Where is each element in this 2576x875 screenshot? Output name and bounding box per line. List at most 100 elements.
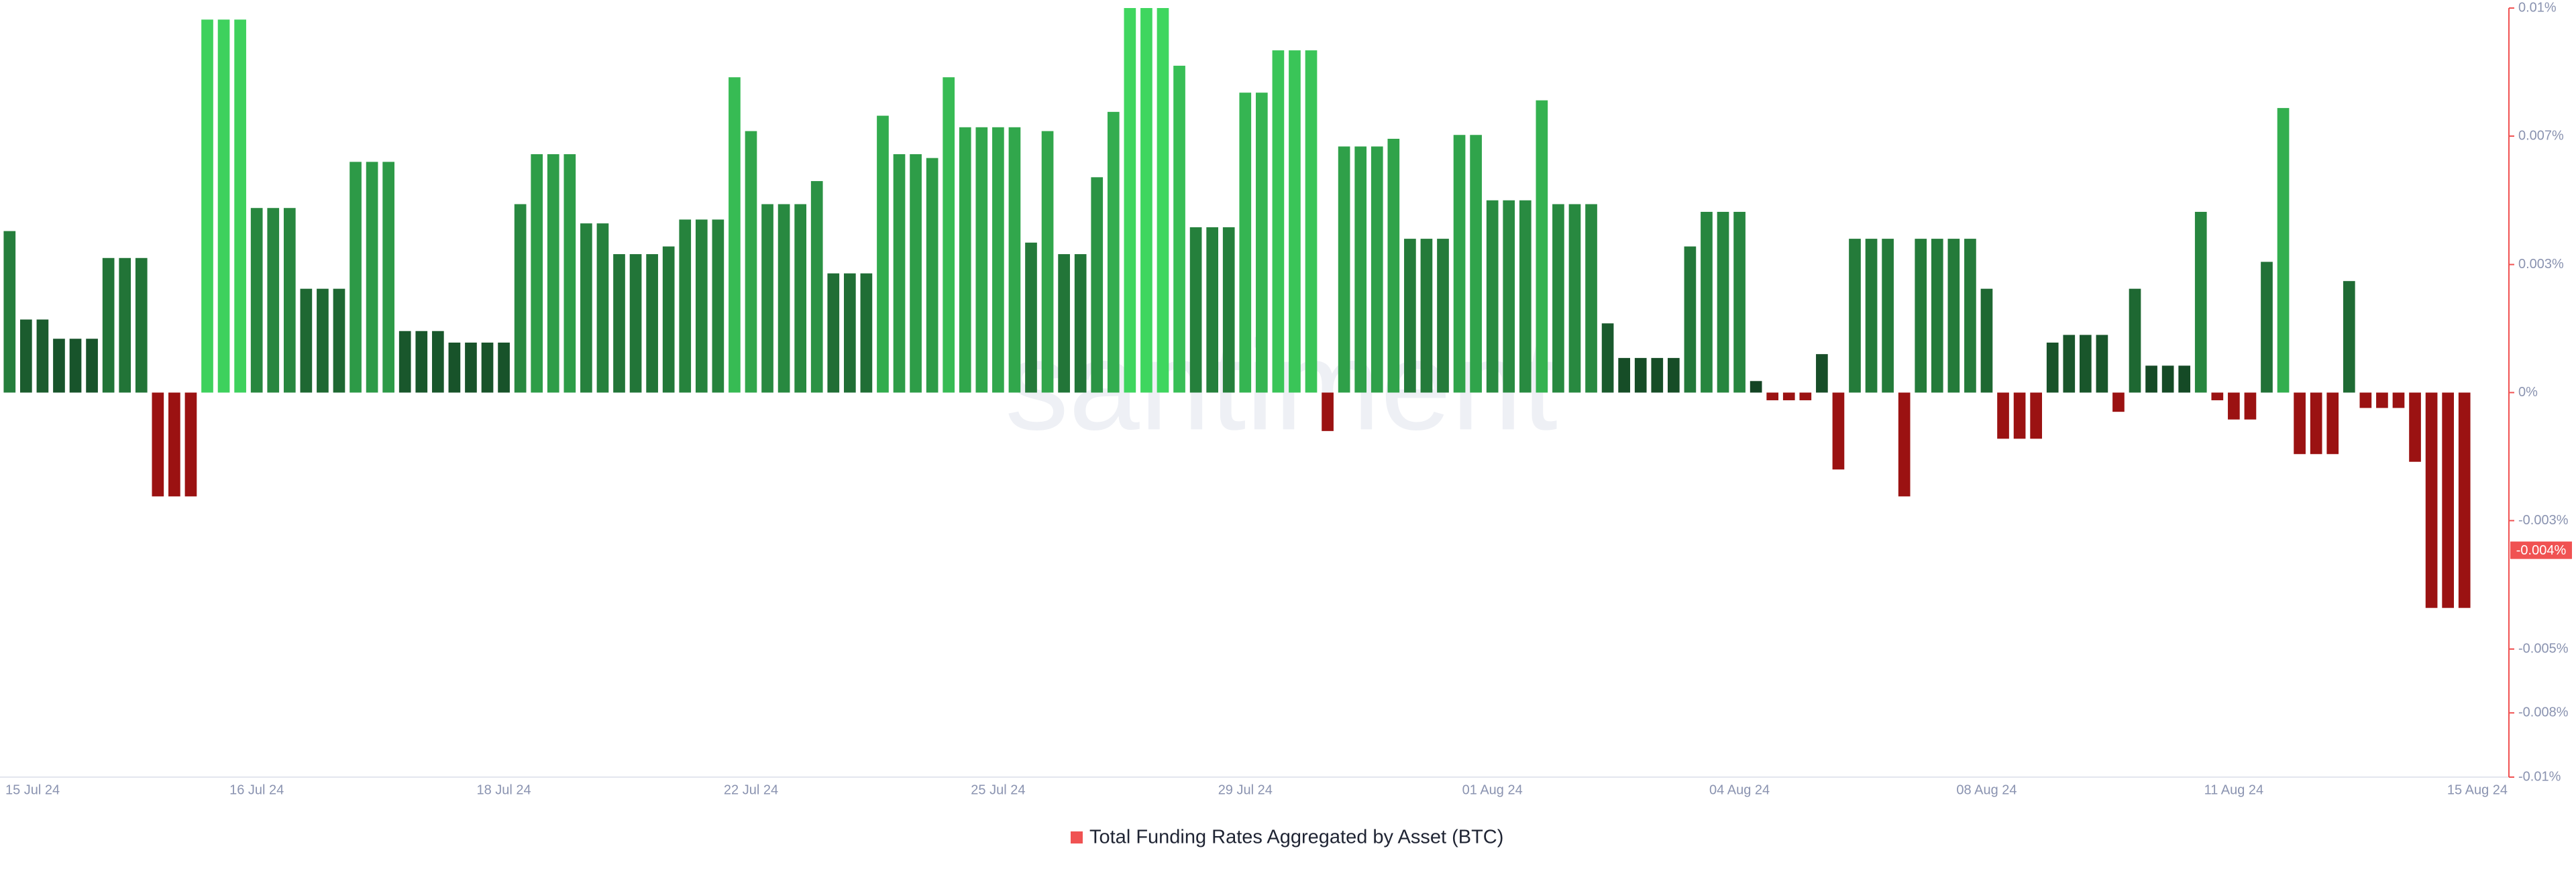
bar: [1305, 50, 1318, 393]
bar: [679, 219, 692, 393]
bar: [2310, 392, 2322, 455]
bar: [1849, 239, 1861, 393]
bar: [2294, 392, 2306, 455]
bar: [267, 208, 280, 393]
bar: [2211, 392, 2224, 400]
bar: [1733, 211, 1746, 393]
bar: [283, 208, 296, 393]
bar: [168, 392, 180, 497]
x-tick-label: 15 Jul 24: [5, 782, 60, 797]
y-tick-label: -0.003%: [2518, 513, 2569, 528]
bar: [1437, 239, 1449, 393]
bar: [1618, 357, 1631, 393]
bar: [53, 339, 65, 393]
bar: [36, 319, 49, 393]
bar: [152, 392, 164, 497]
bar: [1536, 100, 1548, 393]
bar: [712, 219, 724, 393]
bar: [992, 127, 1004, 393]
bar: [1585, 204, 1597, 393]
bar: [250, 208, 263, 393]
bar: [1980, 288, 1993, 393]
bar: [19, 319, 32, 393]
bar: [1503, 200, 1515, 393]
bar: [2326, 392, 2339, 455]
bar: [1684, 246, 1697, 393]
bar: [317, 288, 329, 393]
bar: [1898, 392, 1911, 497]
bar: [531, 154, 543, 393]
bar: [1701, 211, 1713, 393]
bar: [1651, 357, 1664, 393]
bar: [860, 273, 873, 393]
bar: [119, 257, 131, 393]
bar: [1964, 239, 1976, 393]
bar: [1289, 50, 1301, 393]
bar: [2425, 392, 2438, 608]
bar: [1750, 381, 1762, 393]
bar: [2409, 392, 2421, 462]
bar: [1272, 50, 1285, 393]
bar: [2063, 335, 2076, 393]
current-value-box: [2510, 541, 2572, 559]
bar: [1667, 357, 1680, 393]
bar: [1041, 131, 1054, 393]
bar: [1717, 211, 1729, 393]
bar: [2458, 392, 2471, 608]
bar: [1338, 146, 1350, 393]
bar: [2261, 261, 2273, 393]
bar: [843, 273, 856, 393]
bar: [2079, 335, 2092, 393]
bar: [613, 254, 625, 393]
y-tick-label: 0.01%: [2518, 0, 2557, 15]
bar: [2442, 392, 2455, 608]
bar: [1420, 239, 1433, 393]
x-tick-label: 01 Aug 24: [1462, 782, 1523, 797]
bar: [2244, 392, 2257, 420]
bar: [86, 339, 98, 393]
legend-swatch: [1071, 831, 1083, 843]
y-tick-label: -0.01%: [2518, 769, 2561, 784]
bar: [398, 331, 411, 393]
x-tick-label: 04 Aug 24: [1709, 782, 1770, 797]
bar: [596, 223, 609, 393]
y-tick-label: -0.008%: [2518, 705, 2569, 720]
bar: [745, 131, 757, 393]
bar: [2096, 335, 2108, 393]
bar: [1519, 200, 1532, 393]
bar: [2228, 392, 2240, 420]
bar: [1222, 227, 1235, 393]
bar: [300, 288, 313, 393]
bar: [662, 246, 675, 393]
bar: [943, 77, 955, 393]
bar: [448, 342, 461, 393]
bar: [1173, 66, 1185, 393]
bar: [926, 158, 938, 393]
bar: [893, 154, 906, 393]
bar: [2194, 211, 2207, 393]
bar: [498, 342, 510, 393]
bar: [217, 19, 230, 393]
bar: [1931, 239, 1943, 393]
bar: [1634, 357, 1647, 393]
bar: [1255, 93, 1268, 393]
x-tick-label: 15 Aug 24: [2447, 782, 2508, 797]
bar: [1832, 392, 1845, 470]
bar: [2178, 365, 2191, 393]
bar: [1157, 8, 1169, 393]
bar: [366, 162, 378, 393]
bar: [1552, 204, 1564, 393]
bar: [465, 342, 477, 393]
bar: [1074, 254, 1087, 393]
bar: [1404, 239, 1416, 393]
bar: [1058, 254, 1070, 393]
bar: [1486, 200, 1499, 393]
bar: [184, 392, 197, 497]
bar: [333, 288, 345, 393]
bar: [350, 162, 362, 393]
bar: [415, 331, 428, 393]
bar: [514, 204, 527, 393]
x-tick-label: 18 Jul 24: [476, 782, 531, 797]
bar: [2376, 392, 2388, 408]
